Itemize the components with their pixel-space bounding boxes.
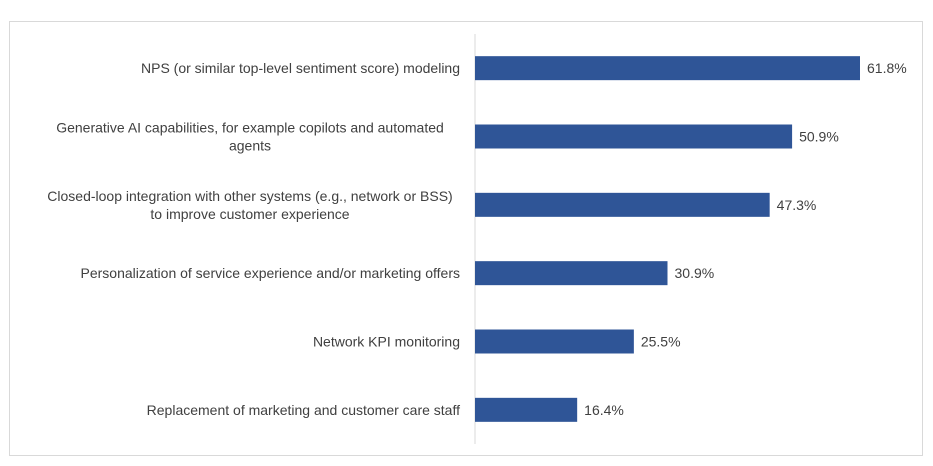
- category-label-line: NPS (or similar top-level sentiment scor…: [141, 60, 460, 76]
- category-label-line: Network KPI monitoring: [313, 334, 460, 350]
- category-label-line: agents: [229, 138, 271, 154]
- bar: [475, 192, 770, 217]
- bar-chart: 61.8% NPS (or similar top-level sentiment…: [47, 34, 907, 444]
- bar: [475, 329, 634, 354]
- data-label: 47.3%: [777, 197, 817, 213]
- category-label-line: Personalization of service experience an…: [81, 265, 461, 281]
- category-label-line: Closed-loop integration with other syste…: [47, 188, 452, 204]
- category-label: Network KPI monitoring: [313, 334, 460, 350]
- category-label-line: Generative AI capabilities, for example …: [56, 120, 444, 136]
- data-label: 25.5%: [641, 334, 681, 350]
- bar: [475, 56, 860, 81]
- bar: [475, 124, 793, 149]
- category-label: Replacement of marketing and customer ca…: [147, 402, 460, 418]
- data-label: 61.8%: [867, 60, 907, 76]
- data-label: 50.9%: [799, 129, 839, 145]
- data-label: 30.9%: [675, 265, 715, 281]
- category-label-line: Replacement of marketing and customer ca…: [147, 402, 460, 418]
- category-label-line: to improve customer experience: [150, 206, 349, 222]
- category-label: Closed-loop integration with other syste…: [47, 188, 452, 222]
- data-label: 16.4%: [584, 402, 624, 418]
- chart-frame: 61.8% NPS (or similar top-level sentiment…: [9, 21, 923, 456]
- category-label: Generative AI capabilities, for example …: [56, 120, 444, 154]
- bar: [475, 261, 668, 286]
- category-label: Personalization of service experience an…: [81, 265, 461, 281]
- category-label: NPS (or similar top-level sentiment scor…: [141, 60, 460, 76]
- bar: [475, 397, 578, 422]
